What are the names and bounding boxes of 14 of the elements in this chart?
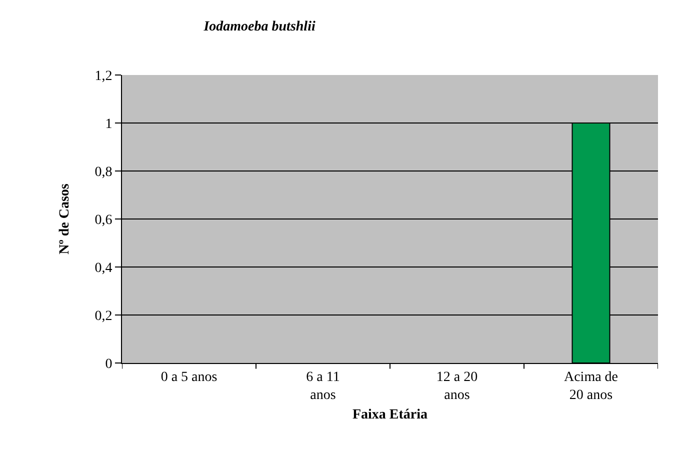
y-tick-label: 0,6 bbox=[94, 212, 112, 228]
y-tick-label: 1 bbox=[105, 116, 112, 132]
y-tick-label: 0 bbox=[105, 356, 112, 372]
x-tick-label: Acima de 20 anos bbox=[564, 370, 618, 403]
y-tick-label: 0,8 bbox=[94, 164, 112, 180]
y-tick-label: 1,2 bbox=[94, 68, 112, 84]
x-tick-label: 0 a 5 anos bbox=[160, 370, 218, 385]
x-tick-label: 6 a 11 anos bbox=[306, 370, 340, 403]
y-tick-label: 0,2 bbox=[94, 308, 112, 324]
x-tick-label: 12 a 20 anos bbox=[436, 370, 478, 403]
x-axis-title: Faixa Etária bbox=[352, 407, 428, 422]
y-axis-title: Nº de Casos bbox=[57, 183, 72, 254]
y-tick-label: 0,4 bbox=[94, 260, 112, 276]
chart-title: Iodamoeba butshlii bbox=[202, 20, 316, 35]
